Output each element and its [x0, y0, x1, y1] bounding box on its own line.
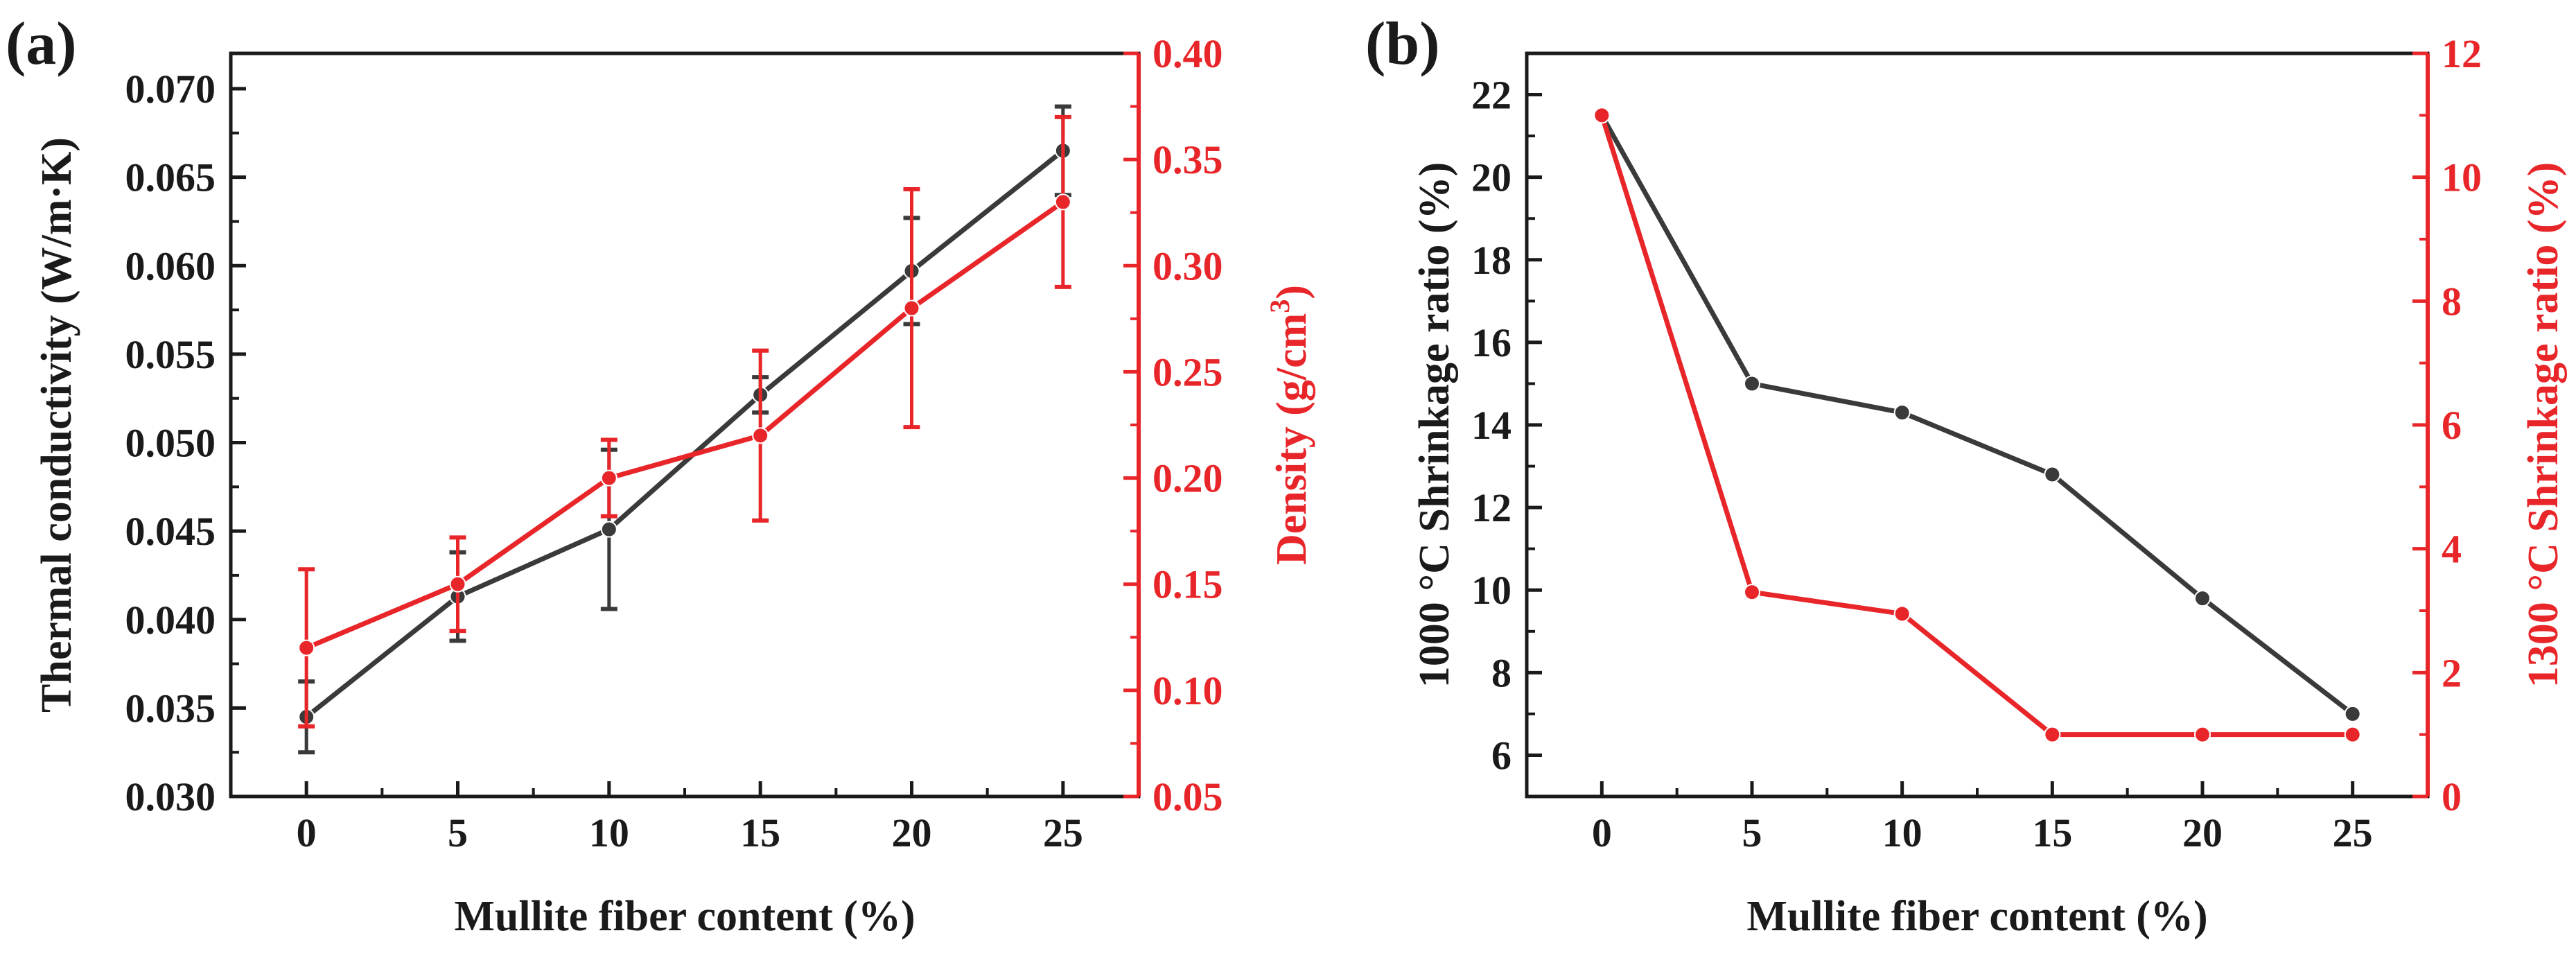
- panel-a-right-data-point: [752, 427, 769, 444]
- panel-a-right-series-line: [305, 200, 1064, 650]
- panel-b-x-tick-label: 5: [1742, 810, 1762, 855]
- panel-b-right-y-axis-title: 1300 °C Shrinkage ratio (%): [2520, 162, 2567, 688]
- panel-a-right-y-title-main: Density (g/cm: [1268, 313, 1315, 565]
- panel-a-right-y-tick-label: 0.05: [1153, 774, 1223, 819]
- panel-a-right-y-tick-label: 0.40: [1153, 31, 1223, 76]
- panel-a-x-axis-title: Mullite fiber content (%): [454, 893, 915, 940]
- panel-b-right-y-ticks: 0 2 4 6 8 10 12: [2412, 31, 2482, 819]
- panel-b-marks: [1593, 107, 2361, 743]
- panel-a-x-tick-label: 15: [740, 810, 780, 855]
- panel-a-x-tick-label: 25: [1043, 810, 1083, 855]
- panel-b-x-tick-label: 15: [2032, 810, 2072, 855]
- panel-a-left-y-tick-label: 0.030: [125, 774, 216, 819]
- panel-a-right-y-tick-label: 0.35: [1153, 137, 1223, 182]
- panel-b-right-y-tick-label: 2: [2442, 650, 2462, 695]
- panel-a-x-tick-label: 5: [448, 810, 468, 855]
- panel-b-x-tick-label: 0: [1592, 810, 1612, 855]
- panel-a-marks: [298, 104, 1071, 755]
- panel-a-left-y-axis-title: Thermal conductivity (W/m·K): [33, 137, 80, 713]
- panel-a-left-y-tick-label: 0.055: [125, 332, 216, 377]
- panel-b-left-y-tick-label: 16: [1471, 320, 1512, 365]
- panel-b-x-tick-label: 25: [2333, 810, 2373, 855]
- panel-a-x-tick-label: 10: [589, 810, 629, 855]
- panel-a-left-y-tick-label: 0.050: [125, 421, 216, 466]
- panel-a-right-y-tick-label: 0.30: [1153, 243, 1223, 288]
- panel-b-left-y-tick-label: 18: [1471, 238, 1512, 283]
- panel-b-left-y-ticks: 6 8 10 12 14 16 18 20 22: [1471, 73, 1542, 778]
- panel-a-right-y-tick-label: 0.20: [1153, 456, 1223, 501]
- panel-a-right-data-point: [1054, 193, 1071, 211]
- panel-a-left-y-tick-label: 0.045: [125, 509, 216, 554]
- panel-b-left-y-tick-label: 12: [1471, 485, 1512, 530]
- panel-a-left-data-point: [600, 521, 617, 538]
- panel-b-x-tick-label: 20: [2182, 810, 2223, 855]
- panel-b-left-y-tick-label: 8: [1491, 650, 1512, 695]
- panel-b-right-data-point: [1593, 107, 1611, 124]
- panel-b-right-y-tick-label: 6: [2442, 403, 2462, 448]
- panel-a-label: (a): [6, 10, 77, 78]
- panel-a-thermal-density-chart: (a) 0 5 10 15 20 25 0.0300.0350.0400.0450.050…: [6, 10, 1315, 940]
- panel-b-right-y-tick-label: 0: [2442, 774, 2462, 819]
- panel-b-shrinkage-chart: (b) 0 5 10 15 20 25 6 8 10 12 14 16 18 20 22 0 2 4 6 8 10 1…: [1365, 10, 2567, 940]
- panel-a-left-y-tick-label: 0.070: [125, 67, 216, 112]
- panel-a-x-ticks: 0 5 10 15 20 25: [297, 781, 1083, 855]
- panel-b-right-y-tick-label: 10: [2442, 155, 2482, 200]
- panel-a-left-series-line: [304, 148, 1065, 719]
- panel-a-left-y-tick-label: 0.065: [125, 155, 216, 200]
- panel-a-right-y-ticks: 0.05 0.10 0.15 0.20 0.25 0.30 0.35 0.40: [1123, 31, 1223, 819]
- panel-b-left-data-point: [2194, 590, 2211, 607]
- panel-b-left-data-point: [2044, 466, 2061, 483]
- panel-b-right-series-line: [1599, 114, 2353, 738]
- panel-b-right-data-point: [1893, 605, 1911, 622]
- panel-b-left-y-tick-label: 6: [1491, 733, 1512, 778]
- panel-a-left-y-tick-label: 0.060: [125, 243, 216, 288]
- panel-b-right-data-point: [2344, 726, 2361, 743]
- panel-a-right-data-point: [298, 639, 315, 656]
- panel-b-right-data-point: [1744, 584, 1760, 601]
- panel-b-x-axis-title: Mullite fiber content (%): [1746, 893, 2207, 940]
- panel-b-right-y-tick-label: 8: [2442, 279, 2462, 324]
- panel-b-label: (b): [1365, 10, 1440, 78]
- panel-b-x-ticks: 0 5 10 15 20 25: [1592, 781, 2373, 855]
- panel-a-right-data-point: [600, 469, 617, 487]
- panel-b-left-data-point: [2344, 705, 2361, 722]
- panel-a-x-tick-label: 0: [297, 810, 317, 855]
- panel-b-left-data-point: [1744, 375, 1760, 392]
- panel-b-left-data-point: [1893, 404, 1911, 421]
- panel-b-left-y-tick-label: 10: [1471, 568, 1512, 613]
- panel-a-right-data-point: [903, 299, 920, 317]
- panel-a-plot-frame: [229, 51, 1141, 799]
- panel-b-x-tick-label: 10: [1882, 810, 1922, 855]
- panel-a-right-data-point: [449, 575, 466, 593]
- panel-b-right-data-point: [2194, 726, 2211, 743]
- panel-b-left-y-tick-label: 14: [1471, 403, 1512, 448]
- panel-a-right-y-tick-label: 0.25: [1153, 349, 1223, 394]
- panel-b-left-y-tick-label: 22: [1471, 73, 1512, 118]
- panel-a-right-y-axis-title: Density (g/cm3): [1264, 285, 1315, 565]
- panel-b-right-y-tick-label: 4: [2442, 527, 2462, 572]
- panel-a-right-y-title-superscript: 3: [1264, 299, 1295, 313]
- panel-a-right-y-tick-label: 0.15: [1153, 562, 1223, 607]
- panel-b-left-y-axis-title: 1000 °C Shrinkage ratio (%): [1411, 162, 1458, 688]
- panel-a-right-y-tick-label: 0.10: [1153, 668, 1223, 713]
- panel-b-left-series-line: [1600, 114, 2354, 716]
- panel-a-x-tick-label: 20: [892, 810, 932, 855]
- panel-a-left-y-tick-label: 0.040: [125, 598, 216, 643]
- panel-b-plot-frame: [1525, 51, 2430, 799]
- panel-b-right-data-point: [2044, 726, 2061, 743]
- panel-a-left-y-ticks: 0.030 0.035 0.040 0.045 0.050 0.055 0.060 0.065…: [125, 67, 246, 819]
- panel-b-left-y-tick-label: 20: [1471, 155, 1512, 200]
- panel-b-right-y-tick-label: 12: [2442, 31, 2482, 76]
- panel-a-right-y-title-tail: ): [1268, 285, 1315, 299]
- panel-a-left-y-tick-label: 0.035: [125, 686, 216, 731]
